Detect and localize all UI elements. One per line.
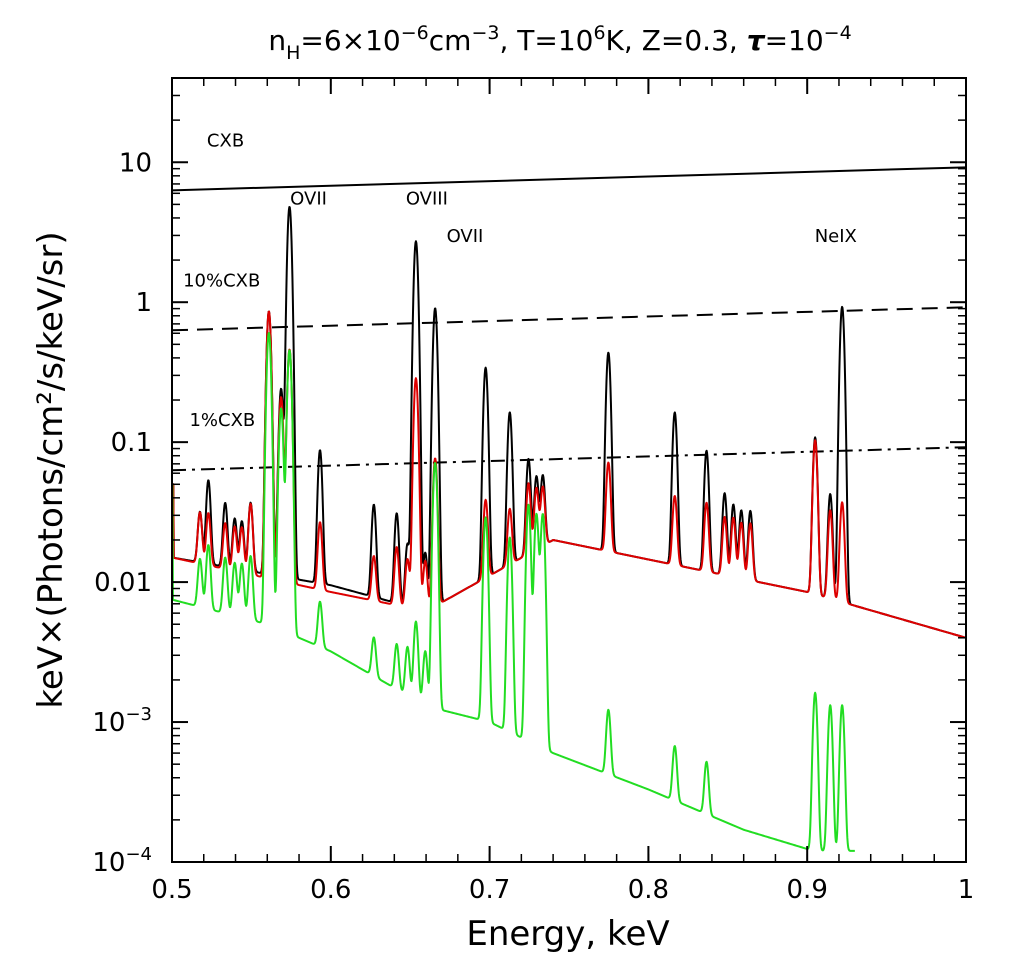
spectrum-series-0: [172, 205, 966, 639]
x-tick-label: 0.9: [787, 875, 828, 905]
reference-label: 10%CXB: [183, 270, 260, 291]
reference-line-10pctcxb: [172, 306, 966, 332]
spectrum-series-1: [172, 310, 966, 639]
line-annotation: OVII: [290, 188, 327, 209]
plot-frame: [171, 77, 967, 863]
line-annotation: OVII: [447, 226, 484, 247]
line-annotation: NeIX: [815, 226, 857, 247]
x-tick-label: 0.5: [151, 875, 192, 905]
spectrum-series-2: [172, 332, 856, 852]
y-tick-label: 10: [119, 148, 152, 178]
chart-title: nH=6×10−6cm−3, T=106K, Z=0.3, τ=10−4: [268, 22, 851, 64]
y-tick-label: 0.01: [94, 568, 152, 598]
x-axis: 0.5 0.6 0.7 0.8 0.9 1: [151, 78, 974, 905]
y-tick-label: 0.1: [111, 428, 152, 458]
x-tick-label: 0.6: [310, 875, 351, 905]
x-tick-label: 0.8: [628, 875, 669, 905]
plot-area: [172, 166, 966, 852]
reference-line-cxb: [172, 166, 966, 192]
reference-line-1pctcxb: [172, 446, 966, 472]
reference-label: 1%CXB: [189, 410, 255, 431]
y-tick-label: 1: [135, 288, 152, 318]
reference-label: CXB: [207, 130, 244, 151]
line-annotation: OVIII: [406, 188, 448, 209]
x-axis-title: Energy, keV: [466, 914, 669, 954]
y-axis: 10 1 0.1 0.01 10−3 10−4: [92, 77, 966, 878]
y-tick-label: 10−3: [92, 704, 152, 738]
y-tick-label: 10−4: [92, 844, 152, 878]
x-tick-label: 0.7: [469, 875, 510, 905]
y-axis-title: keV×(Photons/cm²/s/keV/sr): [31, 231, 71, 708]
x-tick-label: 1: [958, 875, 975, 905]
